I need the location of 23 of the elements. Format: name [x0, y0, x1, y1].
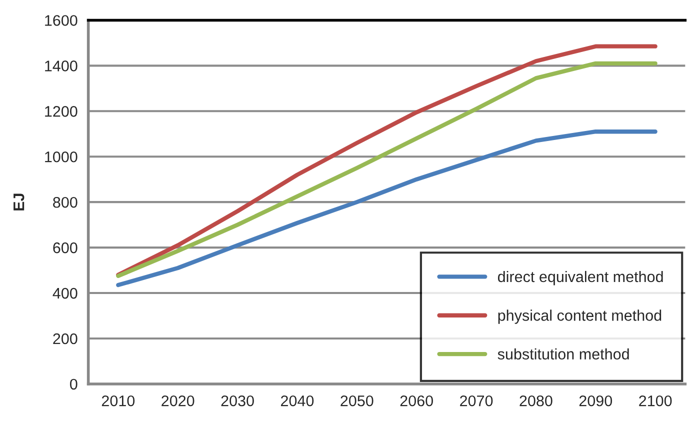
- x-tick-label: 2040: [280, 395, 314, 406]
- x-tick-label: 2080: [520, 395, 552, 406]
- x-tick-label: 2070: [460, 395, 493, 406]
- legend-label: substitution method: [498, 348, 629, 360]
- y-tick-label: 1200: [45, 106, 78, 117]
- x-tick-label: 2010: [102, 395, 135, 406]
- y-tick-label: 400: [52, 288, 78, 299]
- x-tick-label: 2090: [579, 395, 612, 406]
- y-tick-label: 1400: [45, 60, 78, 72]
- x-tick-label: 2030: [221, 395, 254, 406]
- x-tick-label: 2100: [639, 395, 672, 406]
- y-tick-label: 1600: [45, 15, 78, 26]
- legend-label: physical content method: [498, 310, 662, 324]
- y-tick-label: 1000: [45, 151, 78, 162]
- x-tick-label: 2060: [400, 395, 433, 406]
- y-tick-label: 600: [53, 242, 78, 254]
- x-tick-label: 2050: [340, 395, 374, 406]
- y-tick-label: 0: [70, 378, 78, 390]
- y-tick-label: 800: [53, 196, 78, 208]
- y-tick-label: 200: [53, 333, 78, 344]
- legend-label: direct equivalent method: [498, 270, 663, 286]
- x-tick-label: 2020: [162, 395, 194, 406]
- y-axis-title: EJ: [14, 194, 24, 210]
